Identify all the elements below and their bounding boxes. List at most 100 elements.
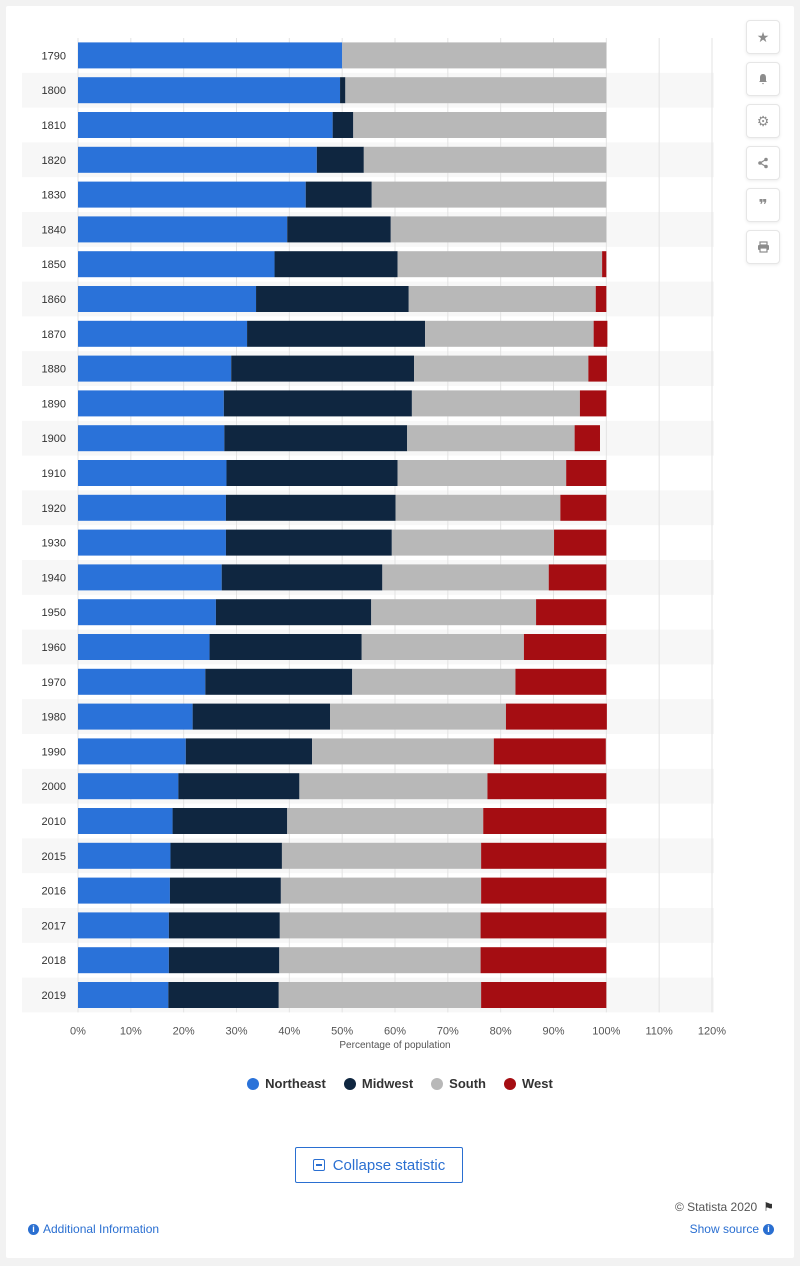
bar-south bbox=[382, 564, 549, 591]
bar-west bbox=[480, 947, 607, 974]
additional-information-link[interactable]: i Additional Information bbox=[28, 1222, 159, 1236]
bar-northeast bbox=[78, 982, 169, 1008]
bar-northeast bbox=[78, 146, 317, 173]
bar-west bbox=[595, 286, 607, 312]
bar-northeast bbox=[78, 355, 232, 382]
bar-south bbox=[397, 251, 603, 278]
bar-northeast bbox=[78, 460, 227, 486]
y-tick-label: 1940 bbox=[42, 572, 66, 584]
bar-northeast bbox=[78, 773, 179, 800]
x-axis-title: Percentage of population bbox=[339, 1040, 450, 1051]
bar-south bbox=[408, 286, 596, 312]
legend-item-northeast[interactable]: Northeast bbox=[247, 1076, 326, 1091]
flag-icon[interactable]: ⚑ bbox=[763, 1200, 774, 1214]
bar-midwest bbox=[340, 77, 346, 104]
bar-south bbox=[390, 216, 607, 243]
show-source-link[interactable]: Show source i bbox=[690, 1222, 774, 1236]
y-tick-label: 1890 bbox=[42, 398, 66, 410]
bar-midwest bbox=[274, 251, 398, 278]
bar-northeast bbox=[78, 77, 341, 104]
bar-west bbox=[481, 982, 607, 1008]
bar-west bbox=[481, 877, 607, 904]
bar-west bbox=[566, 460, 607, 486]
print-button[interactable] bbox=[746, 230, 780, 264]
bar-northeast bbox=[78, 842, 171, 869]
legend-label: Midwest bbox=[361, 1076, 414, 1091]
bar-midwest bbox=[170, 842, 282, 869]
y-tick-label: 1880 bbox=[42, 364, 66, 376]
bar-northeast bbox=[78, 634, 210, 660]
bar-west bbox=[505, 703, 607, 730]
bar-midwest bbox=[226, 460, 398, 486]
bar-midwest bbox=[231, 355, 415, 382]
collapse-icon bbox=[312, 1159, 325, 1171]
y-tick-label: 1970 bbox=[42, 677, 66, 689]
bar-south bbox=[397, 460, 567, 486]
y-tick-label: 1950 bbox=[42, 607, 66, 619]
bar-northeast bbox=[78, 599, 216, 626]
bar-northeast bbox=[78, 320, 248, 347]
bar-midwest bbox=[305, 181, 372, 208]
y-tick-label: 1790 bbox=[42, 50, 66, 62]
bar-midwest bbox=[225, 494, 396, 521]
bars-group bbox=[78, 42, 608, 1008]
bar-west bbox=[579, 390, 607, 417]
favorite-button[interactable]: ★ bbox=[746, 20, 780, 54]
bar-midwest bbox=[172, 808, 288, 834]
bar-midwest bbox=[287, 216, 391, 243]
bar-south bbox=[287, 808, 484, 834]
y-tick-label: 1860 bbox=[42, 294, 66, 306]
bar-south bbox=[414, 355, 589, 382]
y-tick-label: 1810 bbox=[42, 120, 66, 132]
bar-northeast bbox=[78, 216, 288, 243]
bar-northeast bbox=[78, 912, 169, 939]
legend-item-midwest[interactable]: Midwest bbox=[343, 1076, 414, 1091]
y-tick-label: 2000 bbox=[42, 781, 66, 793]
bar-midwest bbox=[221, 564, 383, 591]
bar-northeast bbox=[78, 390, 224, 417]
collapse-label: Collapse statistic bbox=[332, 1156, 446, 1174]
x-tick-label: 90% bbox=[542, 1025, 564, 1037]
bar-west bbox=[574, 425, 600, 452]
bar-west bbox=[548, 564, 607, 591]
y-tick-label: 1910 bbox=[42, 468, 66, 480]
bar-west bbox=[483, 808, 607, 834]
bar-south bbox=[279, 912, 481, 939]
bar-midwest bbox=[168, 982, 279, 1008]
bar-south bbox=[371, 181, 607, 208]
bar-south bbox=[361, 634, 524, 660]
bar-midwest bbox=[178, 773, 300, 800]
legend-item-south[interactable]: South bbox=[431, 1076, 486, 1091]
info-icon: i bbox=[763, 1223, 774, 1235]
settings-button[interactable]: ⚙ bbox=[746, 104, 780, 138]
bar-midwest bbox=[316, 146, 364, 173]
toolbar: ★ ⚙ ❞ bbox=[746, 20, 780, 264]
bar-south bbox=[371, 599, 537, 626]
info-icon: i bbox=[28, 1223, 39, 1235]
collapse-statistic-button[interactable]: Collapse statistic bbox=[295, 1147, 463, 1183]
x-tick-label: 10% bbox=[120, 1025, 142, 1037]
star-icon: ★ bbox=[756, 28, 770, 45]
legend-swatch-northeast bbox=[247, 1077, 260, 1090]
y-tick-label: 2018 bbox=[42, 955, 66, 967]
bar-midwest bbox=[192, 703, 331, 730]
x-tick-label: 60% bbox=[384, 1025, 406, 1037]
legend-label: South bbox=[449, 1076, 486, 1091]
additional-information-label: Additional Information bbox=[43, 1222, 160, 1236]
y-tick-label: 1920 bbox=[42, 503, 66, 515]
bar-south bbox=[330, 703, 506, 730]
x-tick-label: 30% bbox=[225, 1025, 247, 1037]
bar-northeast bbox=[78, 425, 225, 452]
bar-northeast bbox=[78, 738, 186, 765]
legend-item-west[interactable]: West bbox=[503, 1076, 553, 1091]
y-tick-label: 2010 bbox=[42, 816, 66, 828]
bar-south bbox=[407, 425, 575, 452]
notification-button[interactable] bbox=[746, 62, 780, 96]
cite-button[interactable]: ❞ bbox=[746, 188, 780, 222]
bar-northeast bbox=[78, 42, 343, 69]
bar-south bbox=[363, 146, 607, 173]
share-button[interactable] bbox=[746, 146, 780, 180]
bar-south bbox=[342, 42, 607, 69]
bar-northeast bbox=[78, 668, 206, 695]
print-icon bbox=[757, 241, 769, 253]
